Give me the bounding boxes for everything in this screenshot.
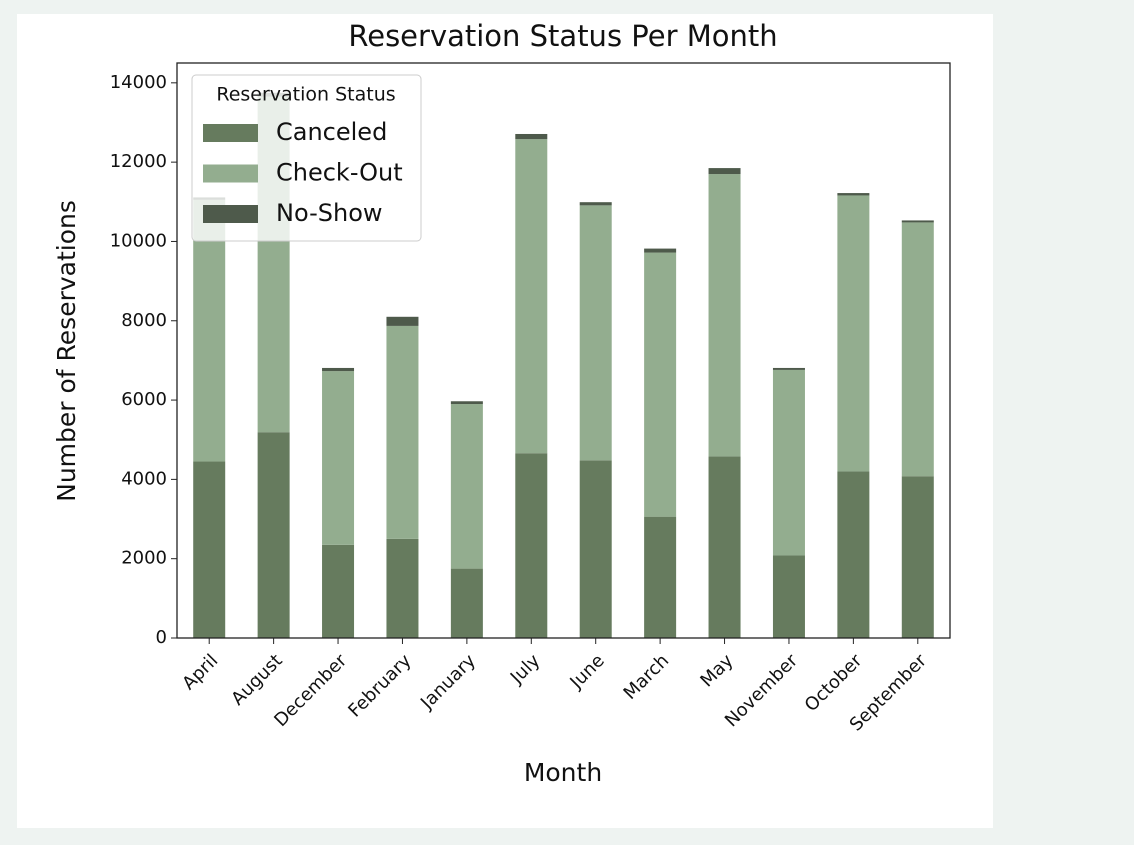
bar-segment	[579, 205, 612, 461]
bar-segment	[901, 222, 934, 477]
panel	[17, 14, 993, 828]
bar-segment	[322, 544, 355, 638]
y-axis-label: Number of Reservations	[52, 200, 81, 502]
y-tick-label: 0	[156, 627, 167, 648]
bar-segment	[644, 248, 677, 253]
x-axis-label: Month	[524, 758, 602, 787]
bar-segment	[837, 195, 870, 472]
y-tick-label: 12000	[110, 151, 167, 172]
bar-segment	[386, 538, 419, 638]
legend-label: No-Show	[276, 199, 383, 227]
bar-segment	[322, 367, 355, 372]
chart-title: Reservation Status Per Month	[348, 19, 777, 53]
bar-segment	[450, 404, 483, 569]
bar-segment	[708, 456, 741, 638]
bar-segment	[644, 252, 677, 517]
bar-segment	[322, 371, 355, 545]
bar-segment	[708, 168, 741, 175]
bar-segment	[386, 325, 419, 539]
bar-segment	[579, 460, 612, 638]
legend-label: Check-Out	[276, 159, 403, 187]
bar-segment	[579, 202, 612, 206]
legend-title: Reservation Status	[216, 84, 395, 106]
legend-box	[191, 74, 422, 242]
bar-segment	[772, 555, 805, 638]
bar-segment	[837, 193, 870, 196]
legend-swatch	[203, 124, 258, 142]
bar-segment	[193, 461, 226, 638]
legend: Reservation Status Canceled Check-Out No-Sh…	[191, 74, 422, 242]
y-tick-label: 14000	[110, 72, 167, 93]
bar-segment	[644, 516, 677, 638]
y-tick-label: 6000	[121, 389, 167, 410]
bar-segment	[837, 471, 870, 638]
bar-segment	[257, 432, 290, 638]
plot-frame	[176, 62, 951, 639]
y-tick-label: 10000	[110, 230, 167, 251]
bar-segment	[386, 316, 419, 326]
bar-segment	[193, 199, 226, 462]
bar-segment	[450, 401, 483, 405]
legend-swatch	[203, 164, 258, 183]
y-tick-label: 4000	[121, 468, 167, 489]
legend-swatch	[203, 205, 258, 223]
bar-segment	[515, 133, 548, 140]
bar-segment	[901, 476, 934, 638]
legend-label: Canceled	[276, 118, 387, 146]
bar-segment	[772, 369, 805, 556]
y-tick-label: 8000	[121, 310, 167, 331]
bar-segment	[450, 568, 483, 638]
bar-segment	[515, 139, 548, 454]
bar-segment	[708, 174, 741, 457]
bar-segment	[515, 453, 548, 638]
bar-segment	[772, 367, 805, 370]
bar-segment	[901, 220, 934, 223]
y-tick-label: 2000	[121, 548, 167, 569]
